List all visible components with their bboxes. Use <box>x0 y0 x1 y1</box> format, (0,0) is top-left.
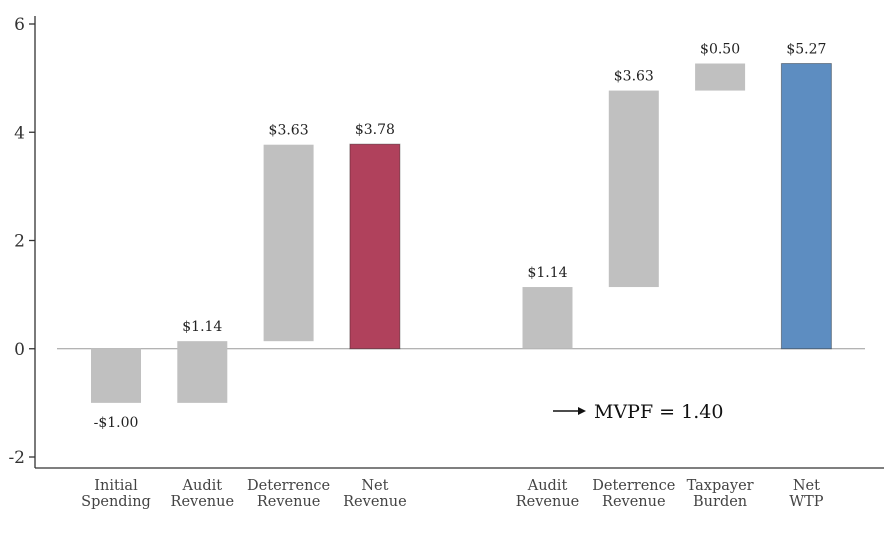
y-tick-label: -2 <box>8 448 25 468</box>
mvpf-annotation: MVPF = 1.40 <box>553 401 723 423</box>
category-label: Burden <box>693 494 747 510</box>
category-label: Revenue <box>257 494 321 510</box>
y-tick-label: 6 <box>14 15 25 35</box>
category-label: Revenue <box>171 494 235 510</box>
y-tick-label: 2 <box>14 232 25 252</box>
bar-value-label: $3.63 <box>614 69 654 85</box>
category-label: Revenue <box>602 494 666 510</box>
bar-value-label: $3.63 <box>269 123 309 139</box>
bar-value-label: -$1.00 <box>94 415 139 431</box>
labels: -$1.00InitialSpending$1.14AuditRevenue$3… <box>81 42 826 510</box>
category-label: Deterrence <box>247 478 330 494</box>
bar-taxpayer-burden <box>695 63 746 91</box>
bar-value-label: $5.27 <box>786 42 826 58</box>
category-label: Spending <box>81 494 151 510</box>
category-label: Net <box>361 478 388 494</box>
bar-deterrence-revenue <box>263 144 314 342</box>
category-label: WTP <box>789 494 824 510</box>
category-label: Initial <box>94 478 138 494</box>
bar-value-label: $1.14 <box>527 265 567 281</box>
mvpf-arrow-head-icon <box>578 406 586 415</box>
bar-deterrence-revenue <box>608 90 659 288</box>
bars <box>91 63 832 403</box>
bar-initial-spending <box>91 348 141 403</box>
mvpf-annotation-label: MVPF = 1.40 <box>594 401 723 423</box>
category-label: Audit <box>527 478 568 494</box>
bar-value-label: $0.50 <box>700 42 740 58</box>
bar-value-label: $3.78 <box>355 122 395 138</box>
category-label: Taxpayer <box>687 478 754 494</box>
category-label: Revenue <box>516 494 580 510</box>
bar-audit-revenue <box>177 341 228 403</box>
bar-net-wtp <box>780 63 832 350</box>
category-label: Net <box>793 478 820 494</box>
category-label: Audit <box>182 478 223 494</box>
y-tick-label: 0 <box>14 340 25 360</box>
bar-audit-revenue <box>522 287 573 349</box>
bar-value-label: $1.14 <box>182 319 222 335</box>
bar-net-revenue <box>349 143 401 350</box>
category-label: Deterrence <box>592 478 675 494</box>
category-label: Revenue <box>343 494 407 510</box>
y-tick-label: 4 <box>14 123 25 143</box>
